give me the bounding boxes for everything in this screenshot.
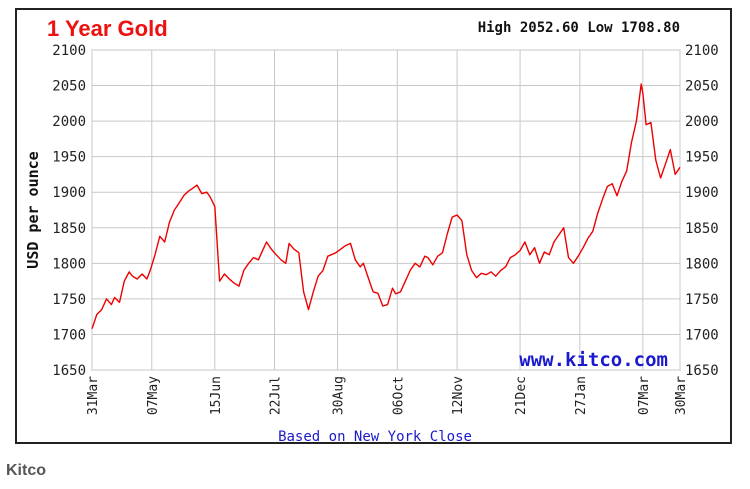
y-tick-right-label: 1700 <box>685 327 719 343</box>
y-tick-left-label: 1900 <box>52 185 86 201</box>
x-tick-label: 21Dec <box>514 376 529 415</box>
gold-price-chart: 1650 1700 1750 1800 1850 1900 1950 2000 2050 2100… <box>24 16 719 442</box>
x-ticks: 31Mar 07May 15Jun 22Jul 30Aug 06Oct 12Nov 21Dec… <box>86 376 689 415</box>
y-tick-left-label: 1700 <box>52 327 86 343</box>
x-tick-label: 12Nov <box>451 376 466 415</box>
x-tick-label: 07May <box>146 376 161 415</box>
y-tick-left-label: 1750 <box>52 292 86 308</box>
footnote: Based on New York Close <box>278 429 472 442</box>
y-axis-label: USD per ounce <box>24 151 42 268</box>
x-tick-label: 06Oct <box>391 376 406 415</box>
y-tick-left-label: 2100 <box>52 43 86 59</box>
chart-frame: 1650 1700 1750 1800 1850 1900 1950 2000 2050 2100… <box>15 8 732 444</box>
y-tick-right-label: 1900 <box>685 185 719 201</box>
x-tick-label: 30Aug <box>332 376 347 415</box>
y-tick-right-label: 1750 <box>685 292 719 308</box>
plot-background <box>91 49 681 371</box>
y-tick-right-label: 1650 <box>685 363 719 379</box>
gold-price-line <box>91 83 681 330</box>
y-ticks-right: 1650 1700 1750 1800 1850 1900 1950 2000 2050 2100 <box>685 43 719 379</box>
y-tick-right-label: 1950 <box>685 150 719 166</box>
x-tick-label: 07Mar <box>637 376 652 415</box>
y-ticks-left: 1650 1700 1750 1800 1850 1900 1950 2000 2050 2100 <box>52 43 86 379</box>
y-tick-left-label: 1650 <box>52 363 86 379</box>
y-tick-left-label: 1950 <box>52 150 86 166</box>
y-tick-right-label: 2100 <box>685 43 719 59</box>
y-tick-right-label: 1800 <box>685 256 719 272</box>
y-tick-right-label: 2000 <box>685 114 719 130</box>
kitco-watermark: www.kitco.com <box>519 349 668 371</box>
x-tick-label: 31Mar <box>86 376 101 415</box>
image-caption: Kitco <box>6 462 46 479</box>
x-tick-label: 27Jan <box>574 376 589 415</box>
chart-title: 1 Year Gold <box>47 16 168 41</box>
x-tick-label: 30Mar <box>674 376 689 415</box>
y-tick-right-label: 1850 <box>685 221 719 237</box>
x-tick-label: 22Jul <box>269 376 284 415</box>
y-tick-left-label: 2050 <box>52 79 86 95</box>
x-tick-label: 15Jun <box>209 376 224 415</box>
y-tick-left-label: 1850 <box>52 221 86 237</box>
high-low-readout: High 2052.60 Low 1708.80 <box>478 20 680 36</box>
y-tick-right-label: 2050 <box>685 79 719 95</box>
y-tick-left-label: 1800 <box>52 256 86 272</box>
y-tick-left-label: 2000 <box>52 114 86 130</box>
